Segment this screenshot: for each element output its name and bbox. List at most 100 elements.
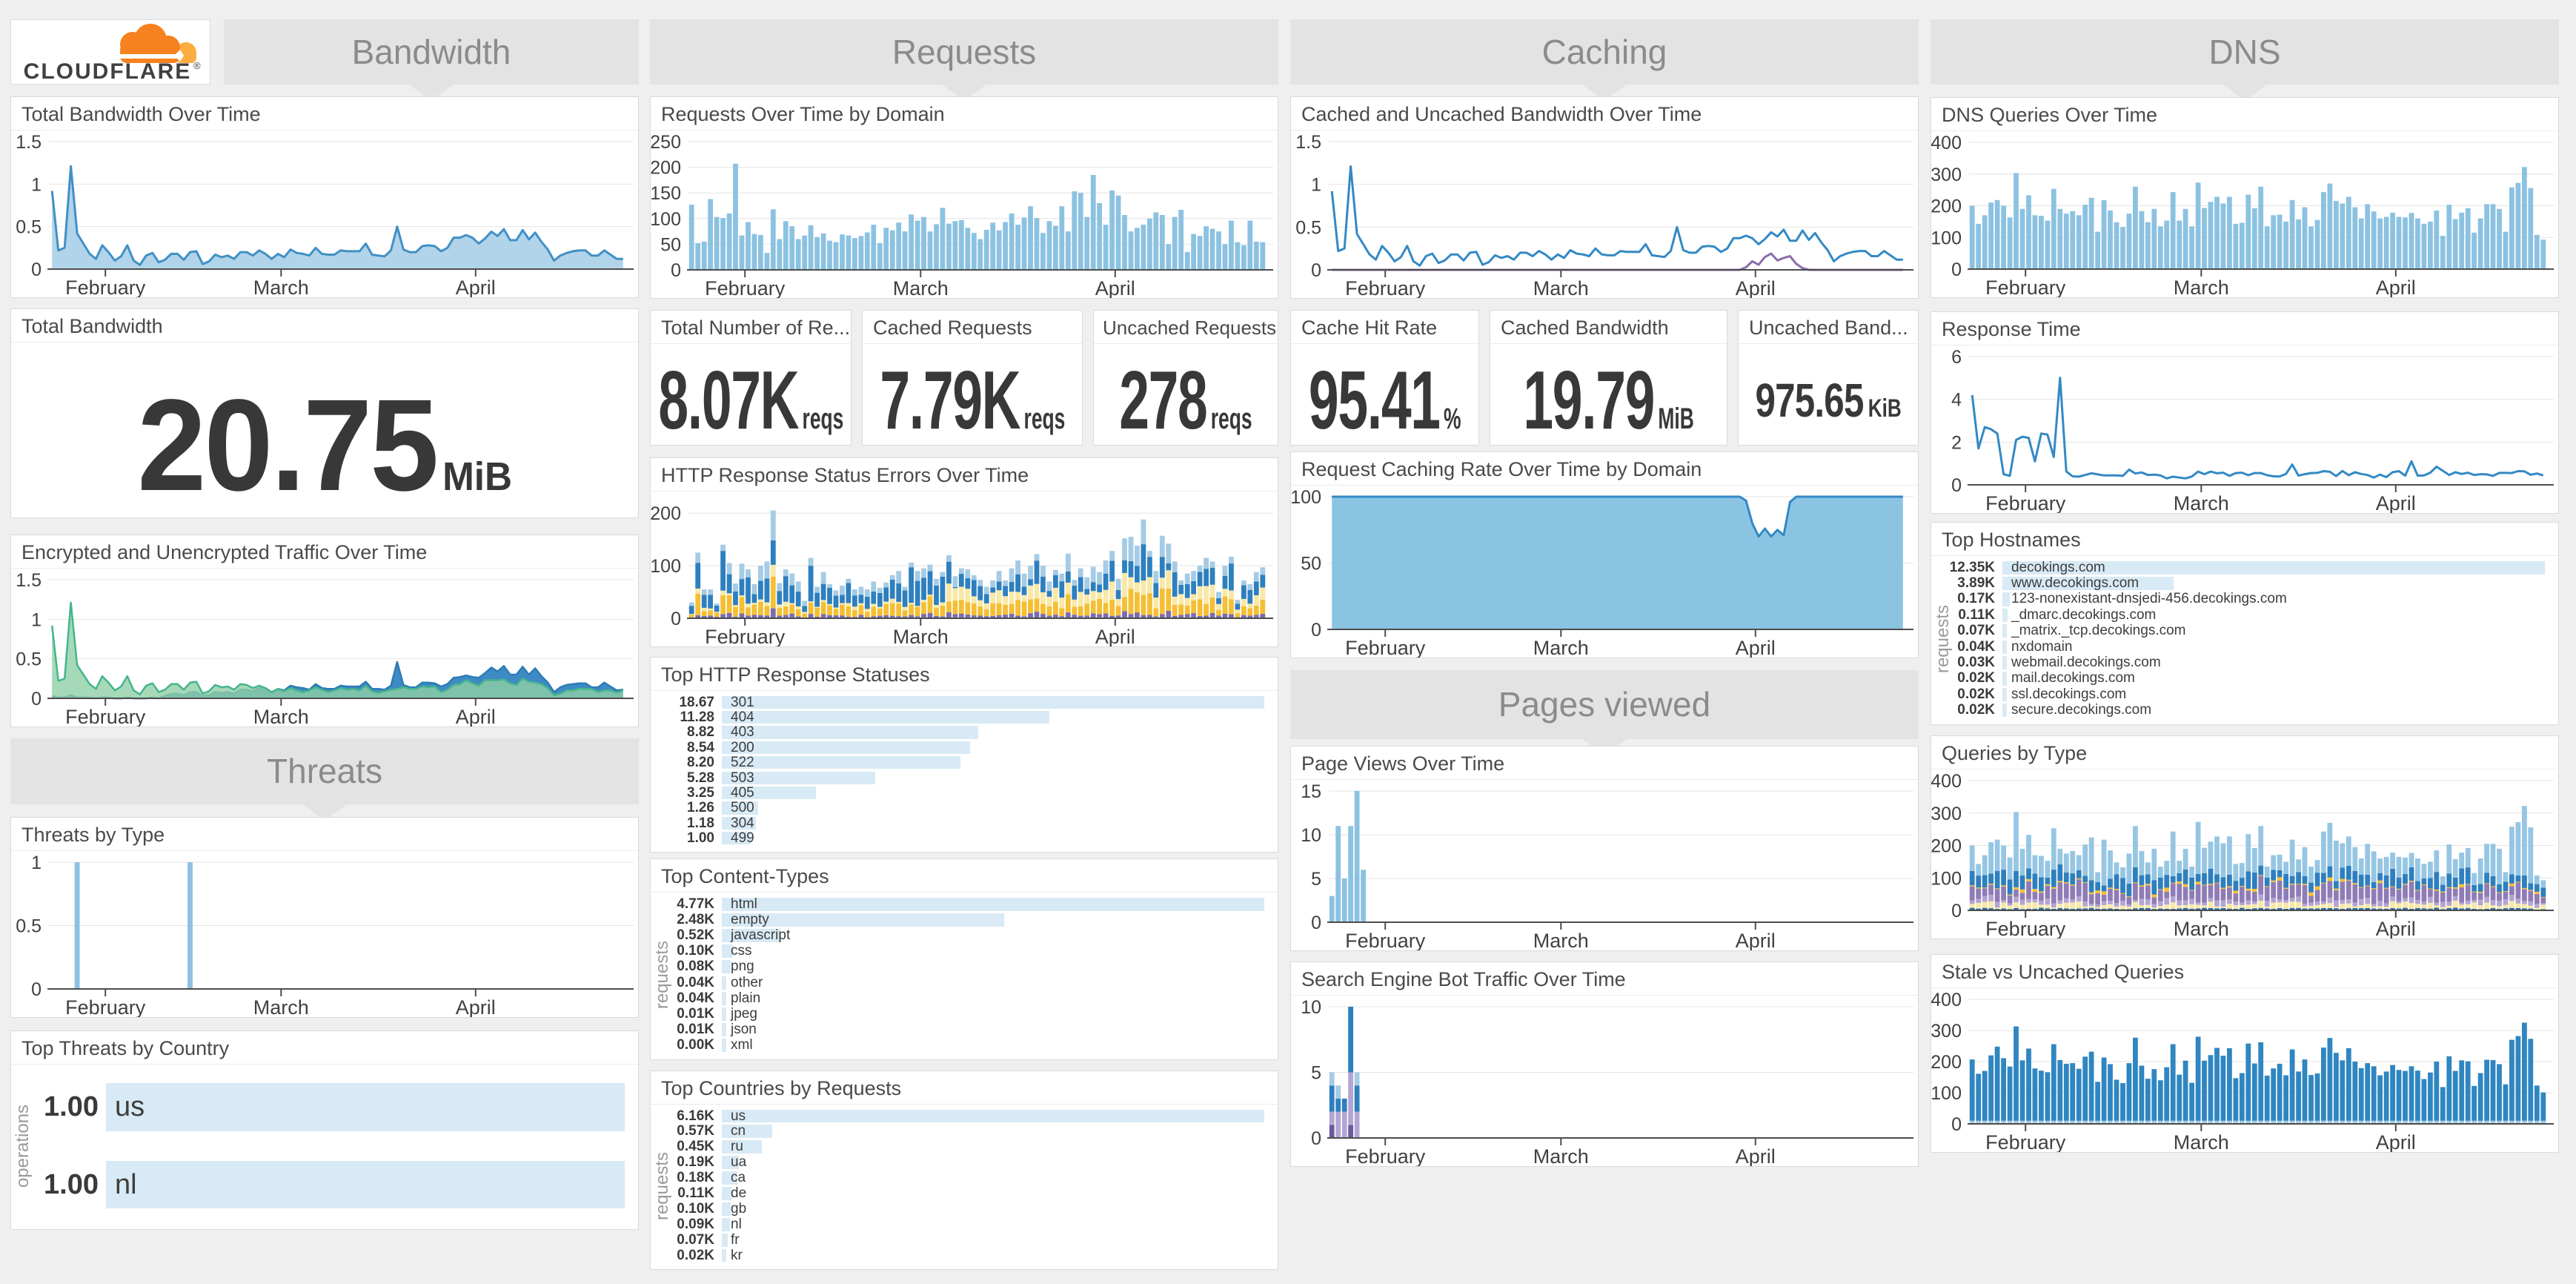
list-row-bar[interactable] <box>722 710 1050 724</box>
list-row-bar[interactable] <box>722 1023 726 1037</box>
list-row[interactable]: 5.28 503 <box>651 770 1264 786</box>
list-row-bar[interactable] <box>722 944 734 959</box>
list-row[interactable]: 0.10K css <box>651 944 1264 959</box>
list-row[interactable]: 0.00K xml <box>651 1038 1264 1053</box>
list-row[interactable]: 0.45K ru <box>651 1139 1264 1154</box>
list-row-bar[interactable] <box>722 1007 726 1022</box>
list-row[interactable]: 4.77K html <box>651 896 1264 911</box>
list-row[interactable]: 0.03K webmail.decokings.com <box>1931 655 2545 670</box>
list-row[interactable]: 0.04K other <box>651 975 1264 990</box>
list-row-bar[interactable] <box>722 1125 772 1139</box>
list-row-bar[interactable] <box>722 1233 728 1247</box>
list-row[interactable]: 3.89K www.decokings.com <box>1931 576 2545 591</box>
list-row[interactable]: 1.26 500 <box>651 801 1264 815</box>
list-row-value: 0.01K <box>677 1005 714 1022</box>
list-row[interactable]: 0.10K gb <box>651 1202 1264 1216</box>
request-caching-rate-chart[interactable]: 0 50 100 February March April <box>1290 486 1918 659</box>
list-row[interactable]: 0.09K nl <box>651 1217 1264 1231</box>
list-row-bar[interactable] <box>722 832 751 845</box>
list-row-bar[interactable] <box>722 1109 1264 1123</box>
list-row-bar[interactable] <box>722 897 1264 911</box>
response-time-chart[interactable]: 0 2 4 6 February March April <box>1931 346 2558 514</box>
list-row-bar[interactable] <box>722 913 1004 927</box>
list-row-bar[interactable] <box>722 991 727 1005</box>
list-row-bar[interactable] <box>722 1156 739 1170</box>
list-row-bar[interactable] <box>722 928 781 943</box>
list-row[interactable]: 0.04K nxdomain <box>1931 639 2545 654</box>
page-views-over-time-chart[interactable]: 0 5 10 15 February March April <box>1291 781 1918 952</box>
list-row-bar[interactable] <box>2002 704 2007 718</box>
list-row-bar[interactable] <box>722 1039 726 1053</box>
list-row[interactable]: 1.00 nl <box>11 1160 625 1208</box>
list-row-bar[interactable] <box>2002 687 2007 702</box>
list-row[interactable]: 0.18K ca <box>651 1171 1264 1185</box>
list-row[interactable]: 1.18 304 <box>651 815 1264 830</box>
list-row[interactable]: 2.48K empty <box>651 913 1264 927</box>
list-row-bar[interactable] <box>722 976 727 990</box>
list-row-bar[interactable] <box>722 801 759 815</box>
list-row[interactable]: 3.25 405 <box>651 786 1264 800</box>
list-row[interactable]: 0.52K javascript <box>651 928 1264 943</box>
cached-uncached-bandwidth-chart[interactable]: 0 0.5 1 1.5 February March April <box>1291 131 1918 300</box>
list-row[interactable]: 8.82 403 <box>651 725 1264 740</box>
list-row[interactable]: 18.67 301 <box>651 695 1264 709</box>
list-row-bar[interactable] <box>722 1202 731 1216</box>
list-row[interactable]: 0.57K cn <box>651 1124 1264 1139</box>
list-row[interactable]: 0.08K png <box>651 959 1264 974</box>
list-row[interactable]: 1.00 499 <box>651 831 1264 845</box>
list-row-bar[interactable] <box>2002 624 2007 638</box>
list-row-label: 503 <box>731 770 754 786</box>
list-row-bar[interactable] <box>722 741 970 755</box>
http-response-status-errors-chart[interactable]: 0 100 200 February March April <box>650 492 1278 648</box>
list-row-bar[interactable] <box>722 756 960 770</box>
dns-queries-over-time-chart[interactable]: 0 100 200 300 400 February March April <box>1931 132 2558 299</box>
list-row[interactable]: 6.16K us <box>651 1109 1264 1123</box>
list-row-bar[interactable] <box>722 1171 738 1185</box>
list-row[interactable]: 0.17K 123-nonexistant-dnsjedi-456.decokin… <box>1931 592 2545 606</box>
stale-vs-uncached-queries-chart[interactable]: 0 100 200 300 400 February March April <box>1931 989 2558 1154</box>
list-row[interactable]: 12.35K decokings.com <box>1931 560 2545 575</box>
list-row[interactable]: 0.02K kr <box>651 1248 1264 1263</box>
list-row[interactable]: 0.07K _matrix._tcp.decokings.com <box>1931 623 2545 638</box>
threats-by-type-chart[interactable]: 0 0.5 1 February March April <box>11 852 638 1019</box>
list-row[interactable]: 0.01K jpeg <box>651 1005 1264 1022</box>
list-row-bar[interactable] <box>2002 592 2011 606</box>
list-row[interactable]: 11.28 404 <box>651 710 1264 724</box>
list-row-bar[interactable] <box>722 695 1264 709</box>
list-row[interactable]: 0.04K plain <box>651 991 1264 1005</box>
list-row-bar[interactable] <box>2002 576 2174 591</box>
list-row-bar[interactable] <box>106 1083 625 1131</box>
list-row[interactable]: 0.02K secure.decokings.com <box>1931 703 2545 718</box>
list-row[interactable]: 0.07K fr <box>651 1233 1264 1247</box>
list-row-bar[interactable] <box>2002 640 2007 654</box>
list-row[interactable]: 0.11K de <box>651 1186 1264 1200</box>
list-row[interactable]: 0.19K ua <box>651 1155 1264 1170</box>
list-row-bar[interactable] <box>106 1160 625 1208</box>
list-row-bar[interactable] <box>722 786 817 800</box>
list-row[interactable]: 1.00 us <box>11 1083 625 1131</box>
list-row-bar[interactable] <box>722 1187 732 1200</box>
list-row[interactable]: 0.01K json <box>651 1022 1264 1037</box>
list-row-bar[interactable] <box>722 816 757 830</box>
list-row-bar[interactable] <box>2002 608 2008 623</box>
list-row-bar[interactable] <box>722 1140 762 1154</box>
list-row[interactable]: 0.11K _dmarc.decokings.com <box>1931 607 2545 623</box>
search-engine-bot-traffic-chart[interactable]: 0 5 10 February March April <box>1291 996 1918 1168</box>
list-row[interactable]: 0.02K mail.decokings.com <box>1931 671 2545 686</box>
list-row-bar[interactable] <box>2002 560 2545 575</box>
list-row-bar[interactable] <box>722 771 875 784</box>
list-row[interactable]: 0.02K ssl.decokings.com <box>1931 686 2545 702</box>
list-row[interactable]: 8.20 522 <box>651 755 1264 770</box>
list-row-bar[interactable] <box>2002 672 2007 686</box>
list-row[interactable]: 8.54 200 <box>651 740 1264 755</box>
requests-over-time-by-domain-chart[interactable]: 0 50 100 150 200 250 February March April <box>650 131 1278 300</box>
total-bandwidth-over-time-chart[interactable]: 0 0.5 1 1.5 February March April <box>11 131 638 299</box>
list-row-bar[interactable] <box>722 1217 730 1231</box>
encrypted-unencrypted-traffic-chart[interactable]: 0 0.5 1 1.5 February March April <box>11 569 638 728</box>
list-row-bar[interactable] <box>2002 655 2007 670</box>
list-row-bar[interactable] <box>722 726 978 739</box>
list-row-bar[interactable] <box>722 1248 726 1263</box>
svg-text:10: 10 <box>1301 825 1321 846</box>
queries-by-type-chart[interactable]: 0 100 200 300 400 February March April <box>1931 770 2558 940</box>
list-row-bar[interactable] <box>722 960 731 974</box>
